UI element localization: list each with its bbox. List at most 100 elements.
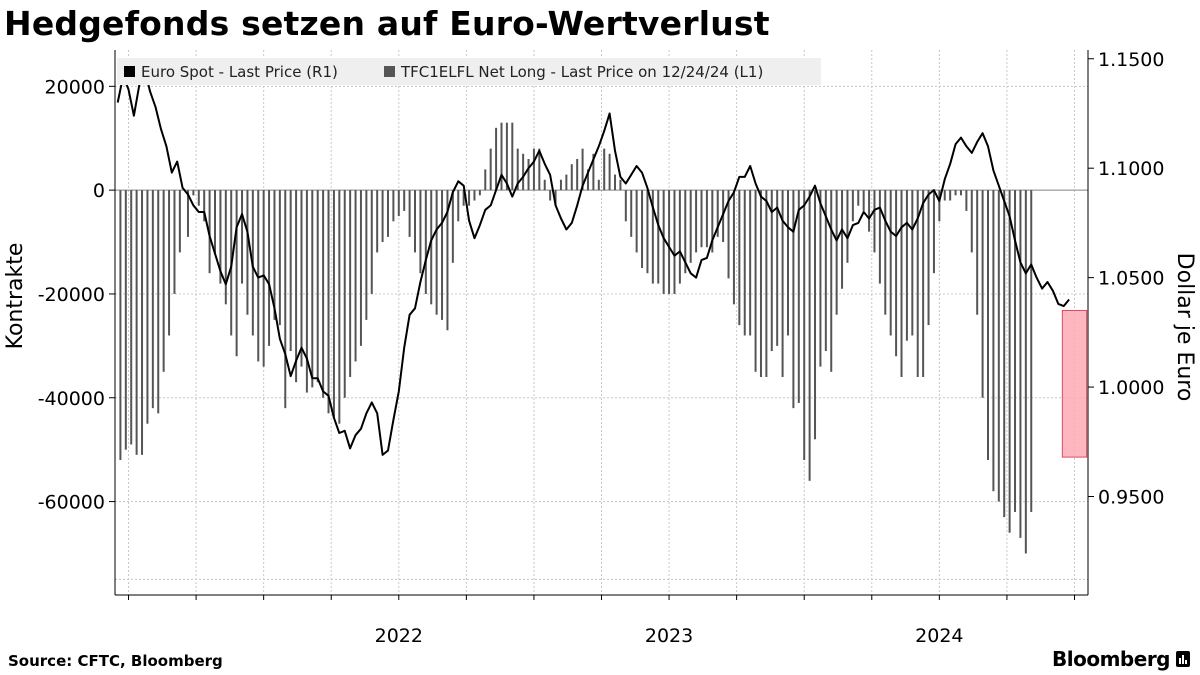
net-long-bar	[770, 190, 773, 352]
net-long-bar	[157, 190, 160, 414]
net-long-bar	[581, 148, 584, 191]
net-long-bar	[846, 190, 849, 263]
net-long-bar	[332, 190, 335, 419]
net-long-bar	[511, 122, 514, 191]
net-long-bar	[446, 190, 449, 331]
net-long-bar	[900, 190, 903, 377]
brand-wordmark: Bloomberg	[1052, 647, 1170, 671]
net-long-bar	[922, 190, 925, 377]
right-tick-label: 1.1500	[1098, 49, 1164, 71]
page-title: Hedgefonds setzen auf Euro-Wertverlust	[4, 4, 770, 43]
net-long-bar	[538, 148, 541, 191]
net-long-bar	[246, 190, 249, 315]
net-long-bar	[954, 190, 957, 196]
bar-series	[119, 122, 1033, 554]
legend: Euro Spot - Last Price (R1) TFC1ELFL Net…	[117, 58, 821, 85]
net-long-bar	[814, 190, 817, 440]
net-long-bar	[776, 190, 779, 346]
net-long-bar	[684, 190, 687, 274]
net-long-bar	[327, 190, 330, 414]
net-long-bar	[343, 190, 346, 398]
net-long-bar	[124, 190, 127, 450]
grid	[115, 50, 1088, 595]
net-long-bar	[597, 179, 600, 191]
right-tick-label: 1.1000	[1098, 158, 1164, 180]
net-long-bar	[516, 148, 519, 191]
legend-background	[117, 58, 821, 85]
net-long-bar	[819, 190, 822, 367]
net-long-bar	[268, 190, 271, 346]
net-long-bar	[1008, 190, 1011, 533]
net-long-bar	[419, 190, 422, 274]
net-long-bar	[911, 190, 914, 336]
net-long-bar	[554, 190, 557, 206]
net-long-bar	[219, 190, 222, 284]
net-long-bar	[662, 190, 665, 294]
net-long-bar	[689, 190, 692, 263]
net-long-bar	[224, 190, 227, 305]
net-long-bar	[608, 153, 611, 191]
net-long-bar	[186, 190, 189, 237]
net-long-bar	[505, 122, 508, 191]
bloomberg-terminal-icon	[1176, 651, 1190, 667]
net-long-bar	[235, 190, 238, 357]
net-long-bar	[359, 190, 362, 346]
net-long-bar	[146, 190, 149, 424]
net-long-bar	[678, 190, 681, 284]
net-long-bar	[403, 190, 406, 211]
net-long-bar	[743, 190, 746, 336]
brand-logo: Bloomberg	[1052, 647, 1190, 671]
net-long-bar	[927, 190, 930, 326]
net-long-bar	[711, 190, 714, 253]
net-long-bar	[322, 190, 325, 398]
net-long-bar	[565, 174, 568, 191]
right-tick-label: 1.0000	[1098, 377, 1164, 399]
net-long-bar	[1014, 190, 1017, 512]
x-tick-label: 2024	[915, 625, 963, 647]
right-axis-title: Dollar je Euro	[1172, 253, 1197, 402]
legend-label-euro-spot: Euro Spot - Last Price (R1)	[141, 63, 338, 81]
net-long-bar	[451, 190, 454, 263]
net-long-bar	[965, 190, 968, 211]
net-long-bar	[592, 153, 595, 191]
net-long-bar	[484, 169, 487, 191]
line-series	[116, 68, 1070, 456]
net-long-bar	[522, 153, 525, 191]
net-long-bar	[932, 190, 935, 274]
left-tick-label: -60000	[38, 492, 105, 514]
net-long-bar	[462, 190, 465, 206]
net-long-bar	[278, 190, 281, 326]
net-long-bar	[1019, 190, 1022, 538]
net-long-bar	[797, 190, 800, 403]
net-long-bar	[624, 190, 627, 222]
net-long-bar	[473, 190, 476, 201]
net-long-bar	[162, 190, 165, 372]
euro-spot-line	[116, 68, 1070, 456]
net-long-bar	[970, 190, 973, 253]
net-long-bar	[316, 190, 319, 383]
net-long-bar	[262, 190, 265, 367]
highlight-rect	[1061, 309, 1088, 458]
net-long-bar	[765, 190, 768, 377]
x-tick-label: 2022	[375, 625, 423, 647]
net-long-bar	[732, 190, 735, 305]
net-long-bar	[651, 190, 654, 284]
net-long-bar	[614, 174, 617, 191]
net-long-bar	[835, 190, 838, 315]
net-long-bar	[119, 190, 122, 461]
net-long-bar	[532, 148, 535, 191]
net-long-bar	[657, 190, 660, 284]
net-long-bar	[889, 190, 892, 336]
left-tick-label: 0	[93, 180, 105, 202]
net-long-bar	[895, 190, 898, 357]
net-long-bar	[841, 190, 844, 289]
net-long-bar	[749, 190, 752, 336]
net-long-bar	[386, 190, 389, 237]
net-long-bar	[635, 190, 638, 253]
net-long-bar	[430, 190, 433, 305]
net-long-bar	[295, 190, 298, 383]
net-long-bar	[700, 190, 703, 248]
net-long-bar	[284, 190, 287, 409]
net-long-bar	[641, 190, 644, 268]
net-long-bar	[495, 127, 498, 191]
